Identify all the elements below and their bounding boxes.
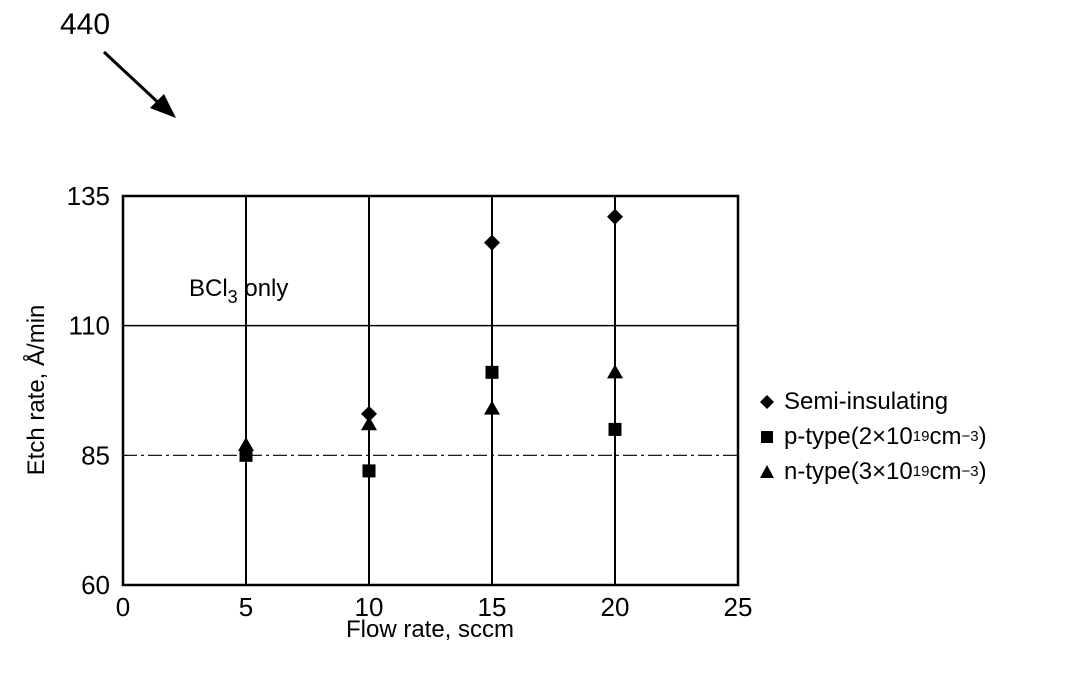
triangle-marker-icon — [760, 464, 774, 478]
y-axis-label: Etch rate, Å/min — [22, 305, 50, 476]
legend-label: n-type — [784, 458, 851, 485]
legend-label-extra: (2×10 — [850, 423, 913, 450]
bcl3-annotation: BCl3 only — [189, 275, 288, 307]
x-axis-label: Flow rate, sccm — [346, 616, 514, 643]
reference-arrow-line — [102, 50, 166, 110]
legend-unit: cm — [929, 423, 962, 450]
legend-item-semi-insulating: Semi-insulating — [758, 384, 987, 419]
p-type-point — [485, 365, 499, 379]
semi-insulating-point — [361, 405, 377, 422]
n-type-point — [607, 364, 623, 379]
legend-unit-exponent: −3 — [961, 428, 979, 445]
legend-item-n-type: n-type (3×10 19 cm −3) — [758, 454, 987, 489]
grid-lines — [123, 196, 738, 585]
legend-item-p-type: p-type (2×10 19 cm −3) — [758, 419, 987, 454]
p-type-point — [608, 422, 622, 436]
x-tick-label: 0 — [116, 592, 130, 622]
figure-reference-label: 440 — [60, 8, 111, 41]
reference-arrow-head — [150, 94, 176, 118]
legend-label-extra: (3×10 — [850, 458, 913, 485]
square-marker-icon — [761, 430, 773, 443]
legend: Semi-insulating p-type (2×10 19 cm −3) n-t… — [758, 384, 987, 489]
x-tick-label: 20 — [601, 592, 630, 622]
tick-labels: 0 5 10 15 20 25 60 85 110 135 — [67, 181, 753, 622]
legend-exponent: 19 — [912, 463, 930, 480]
x-tick-label: 25 — [724, 592, 753, 622]
y-tick-label: 135 — [67, 181, 110, 211]
legend-close: ) — [978, 423, 987, 450]
legend-label: Semi-insulating — [784, 388, 949, 415]
legend-unit: cm — [929, 458, 962, 485]
legend-label: p-type — [784, 423, 851, 450]
annotation-main: BCl — [189, 275, 228, 302]
n-type-point — [238, 436, 254, 451]
diamond-marker-icon — [760, 394, 774, 409]
y-tick-label: 110 — [69, 311, 110, 341]
semi-insulating-point — [607, 208, 623, 225]
y-tick-label: 85 — [81, 440, 110, 470]
data-markers — [238, 208, 623, 478]
y-tick-label: 60 — [81, 570, 110, 600]
semi-insulating-point — [484, 234, 500, 251]
annotation-rest: only — [238, 275, 289, 302]
p-type-point — [362, 464, 376, 478]
plot-frame — [121, 194, 740, 587]
legend-unit-exponent: −3 — [961, 463, 979, 480]
x-tick-label: 5 — [239, 592, 253, 622]
n-type-point — [361, 416, 377, 431]
x-tick-label: 15 — [478, 592, 507, 622]
p-type-point — [239, 448, 253, 462]
legend-exponent: 19 — [912, 428, 930, 445]
legend-close: ) — [978, 458, 987, 485]
x-tick-label: 10 — [355, 592, 384, 622]
annotation-subscript: 3 — [228, 287, 238, 307]
n-type-point — [484, 400, 500, 415]
